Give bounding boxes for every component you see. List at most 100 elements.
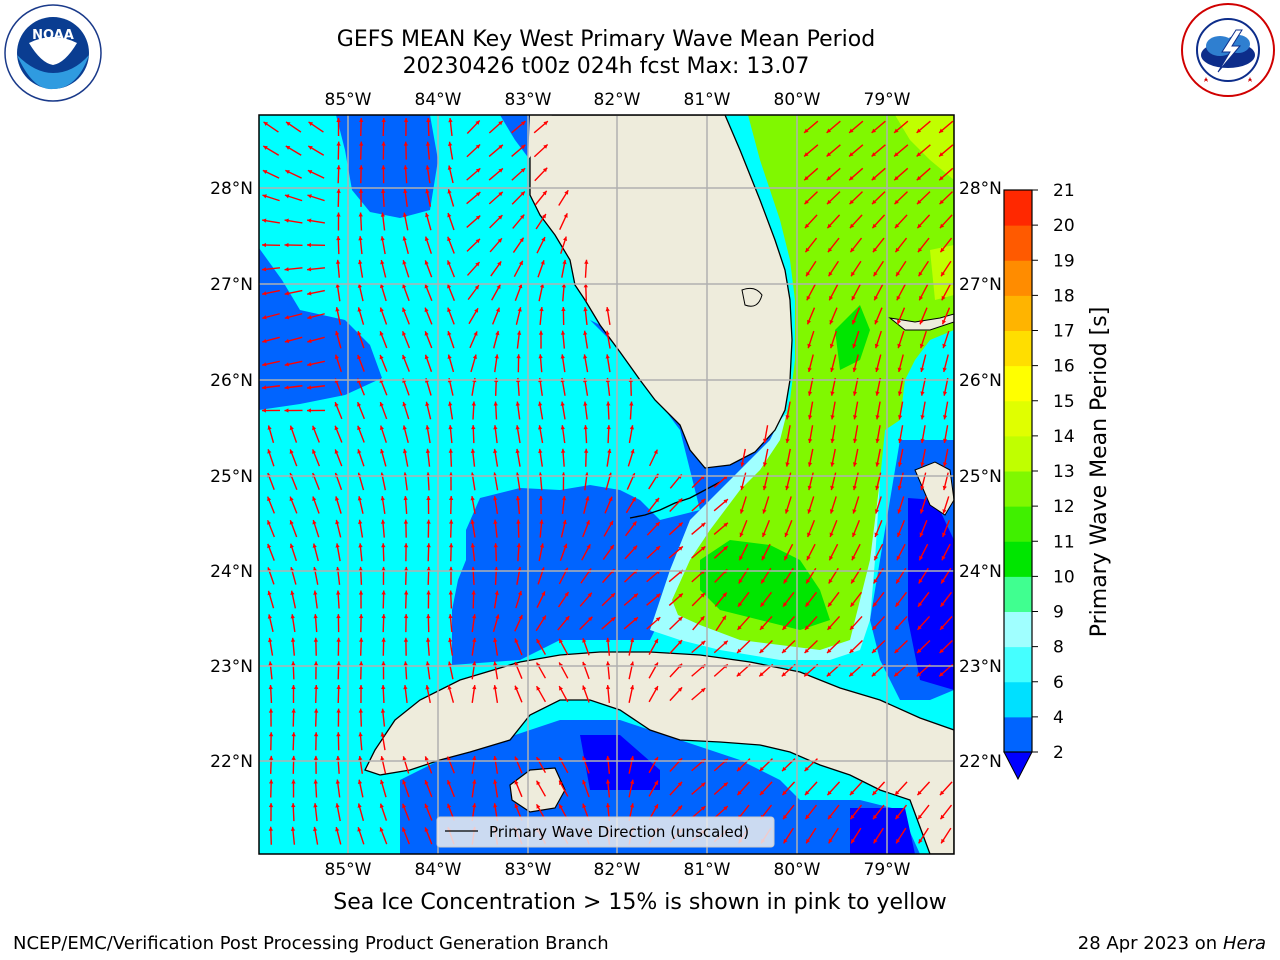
wave-arrow (649, 449, 658, 467)
wave-arrow (828, 284, 839, 301)
wave-arrow (358, 165, 364, 184)
wave-arrow (560, 236, 568, 254)
wave-arrow (515, 307, 522, 325)
land-florida-west-shelf (528, 115, 552, 160)
colorbar-tick-label: 2 (1053, 743, 1064, 763)
wave-arrow (262, 145, 280, 156)
wave-arrow (895, 260, 907, 277)
wave-arrow (515, 448, 521, 467)
wave-arrow (307, 194, 325, 202)
wave-arrow (466, 167, 481, 181)
colorbar-tick-label: 13 (1053, 462, 1075, 482)
wave-arrow (403, 661, 408, 680)
colorbar-tick-label: 18 (1053, 286, 1075, 306)
chart-title-line1: GEFS MEAN Key West Primary Wave Mean Per… (336, 27, 876, 52)
wave-arrow (601, 592, 616, 607)
lon-label-top: 80°W (774, 90, 821, 110)
wave-arrow (713, 782, 729, 795)
wave-arrow (560, 330, 566, 349)
wave-arrow (629, 401, 634, 420)
wave-arrow (447, 307, 455, 325)
wave-arrow (493, 543, 498, 562)
wave-arrow (874, 330, 882, 349)
wave-arrow (358, 566, 363, 585)
wave-arrow (446, 779, 456, 798)
wave-arrow (307, 145, 325, 156)
wave-arrow (648, 638, 659, 655)
wave-arrow (447, 283, 455, 301)
wave-arrow (807, 401, 814, 420)
wave-arrow (379, 307, 388, 325)
wave-arrow (448, 425, 453, 444)
wave-arrow (561, 259, 567, 278)
wave-arrow (875, 377, 882, 396)
colorbar-tick-label: 11 (1053, 532, 1075, 552)
wave-arrow (917, 260, 930, 277)
wave-arrow (511, 120, 526, 134)
wave-arrow (290, 637, 296, 656)
wave-arrow (893, 120, 909, 134)
wave-arrow (713, 640, 729, 654)
wave-arrow (871, 214, 886, 229)
wave-arrow (737, 591, 750, 608)
wave-arrow (830, 448, 836, 467)
wave-arrow (358, 684, 364, 704)
wave-arrow (448, 590, 453, 609)
wave-arrow (515, 590, 523, 609)
wave-arrow (605, 755, 611, 774)
wave-arrow (424, 354, 433, 372)
wave-arrow (826, 191, 841, 205)
wave-arrow (875, 401, 881, 420)
colorbar-tick-label: 12 (1053, 497, 1075, 517)
wave-arrow (448, 566, 454, 585)
wave-arrow (404, 590, 409, 609)
wave-arrow (896, 284, 906, 301)
noaa-logo-text: NOAA (32, 28, 74, 43)
wave-arrow (538, 495, 544, 515)
wave-arrow (312, 496, 320, 514)
wave-arrow (605, 661, 611, 680)
wave-arrow (784, 520, 793, 538)
wave-arrow (783, 827, 794, 844)
wave-arrow (488, 144, 504, 157)
wave-arrow (489, 214, 503, 229)
wave-arrow (466, 261, 481, 276)
wave-arrow (940, 827, 952, 844)
wave-arrow (380, 779, 387, 798)
wave-arrow (470, 448, 476, 467)
wave-arrow (424, 827, 433, 845)
wave-arrow (785, 425, 791, 444)
wave-arrow (625, 496, 637, 514)
wave-arrow (403, 165, 408, 184)
wave-arrow (916, 120, 931, 134)
wave-arrow (261, 408, 281, 413)
wave-arrow (306, 408, 326, 413)
wave-arrow (762, 496, 770, 514)
colorbar-segment (1004, 471, 1032, 507)
nws-logo (1181, 3, 1275, 97)
wave-arrow (782, 591, 795, 608)
wave-arrow (691, 640, 706, 654)
wave-arrow (425, 188, 432, 207)
wave-arrow (313, 732, 319, 751)
wave-arrow (380, 755, 387, 774)
colorbar-tick-label: 20 (1053, 216, 1075, 236)
wave-arrow (647, 497, 660, 513)
wave-arrow (335, 307, 342, 325)
wave-arrow (493, 661, 499, 680)
wave-arrow (894, 781, 908, 796)
wave-arrow (784, 496, 792, 514)
wave-arrow (291, 684, 296, 704)
wave-arrow (335, 826, 342, 845)
wave-arrow (579, 592, 593, 607)
wave-arrow (713, 498, 729, 512)
wave-arrow (357, 803, 365, 821)
wave-arrow (448, 495, 454, 515)
colorbar-tick-label: 21 (1053, 181, 1075, 201)
colorbar-tick-label: 14 (1053, 427, 1075, 447)
wave-arrow (266, 520, 276, 538)
wave-arrow (830, 401, 836, 420)
wave-arrow (920, 448, 926, 467)
wave-arrow (583, 448, 589, 467)
lat-label-left: 22°N (210, 752, 253, 772)
